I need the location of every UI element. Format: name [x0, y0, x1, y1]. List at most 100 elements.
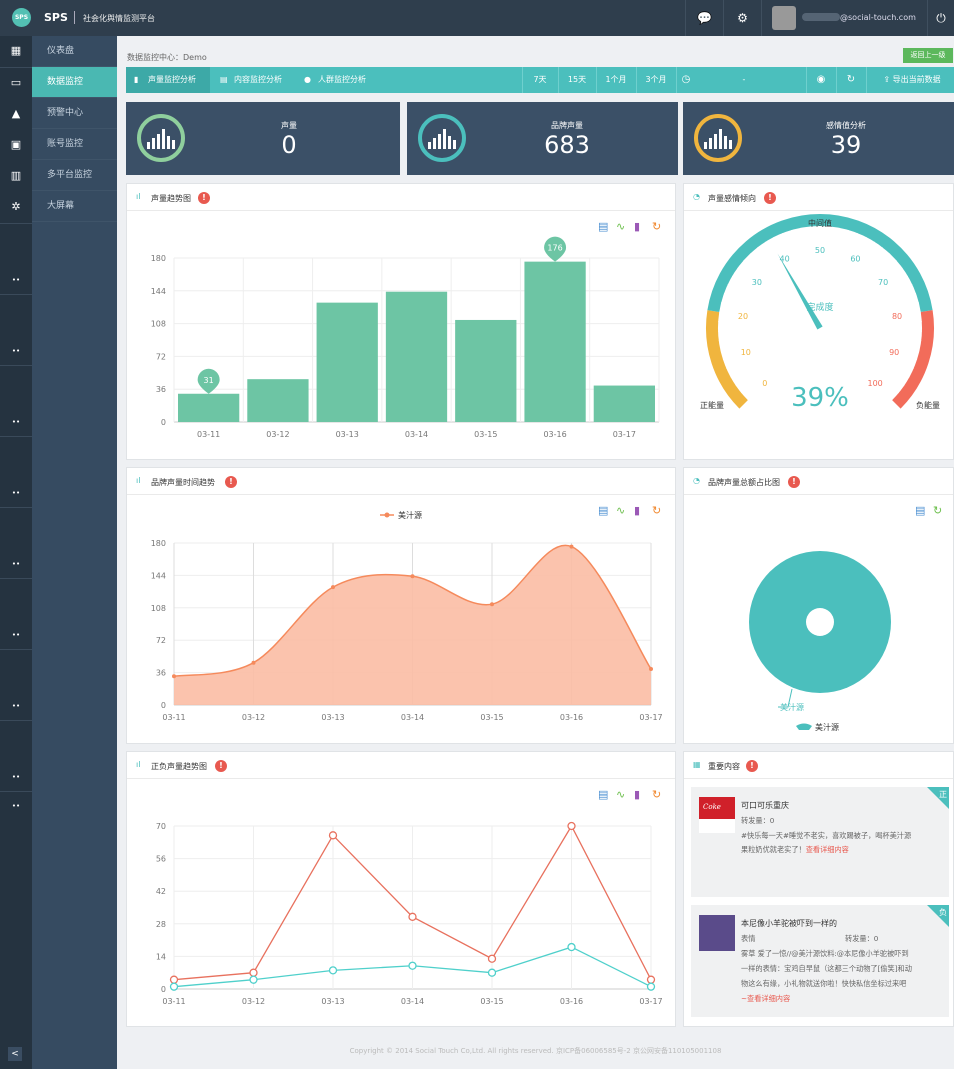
book-icon[interactable]: ▥ [10, 169, 22, 182]
sidebar-item-dashboard[interactable]: 仪表盘 [32, 36, 117, 67]
monitor-icon[interactable]: ▭ [10, 76, 22, 89]
gauge-tick [915, 348, 920, 351]
dots-icon[interactable]: •• [11, 702, 21, 710]
data-label: 176 [547, 244, 562, 253]
sidebar-item-multi-platform[interactable]: 多平台监控 [32, 160, 117, 191]
restore-icon[interactable]: ↻ [652, 504, 662, 517]
line-chart-icon[interactable]: ∿ [616, 220, 626, 233]
data-point [172, 674, 176, 679]
range-15d[interactable]: 15天 [567, 75, 587, 84]
dots-icon[interactable]: •• [11, 489, 21, 497]
warning-icon[interactable]: ! [198, 192, 210, 204]
gauge-tick [749, 253, 754, 257]
dots-icon[interactable]: •• [11, 276, 21, 284]
grid-icon[interactable]: ▦ [10, 44, 22, 57]
news-card-positive[interactable]: 正 Coke 可口可乐重庆 转发量：0 #快乐每一天#睡觉不老实，喜欢踢被子，喝… [691, 787, 949, 897]
data-point [328, 831, 338, 840]
gauge-tick-label: 10 [741, 348, 751, 357]
data-view-icon[interactable]: ▤ [598, 788, 609, 801]
tab-audience[interactable]: ● 人群监控分析 [296, 67, 382, 93]
dots-icon[interactable]: •• [11, 560, 21, 568]
clock-icon[interactable]: ◷ [681, 74, 691, 85]
restore-icon[interactable]: ↻ [652, 220, 662, 233]
sidebar-item-data-monitor[interactable]: 数据监控 [32, 67, 117, 98]
data-view-icon[interactable]: ▤ [598, 504, 609, 517]
sidebar-item-big-screen[interactable]: 大屏幕 [32, 191, 117, 222]
warning-icon[interactable]: ! [746, 760, 758, 772]
gauge-tick [773, 236, 778, 245]
eye-icon[interactable]: ◉ [816, 74, 826, 85]
news-title: 本尼像小羊驼被吓到一样的 [741, 919, 837, 928]
gauge-tick [879, 247, 883, 251]
tab-content[interactable]: ▤ 内容监控分析 [212, 67, 296, 93]
panel-important-content: ▦ 重要内容 ! 正 Coke 可口可乐重庆 转发量：0 #快乐每一天#睡觉不老… [683, 751, 954, 1027]
bar-chart-icon[interactable]: ▮ [634, 504, 641, 517]
gear-icon[interactable]: ⚙ [723, 0, 761, 36]
gauge-tick-label: 50 [815, 246, 825, 255]
range-1m[interactable]: 1个月 [605, 75, 627, 84]
data-view-icon[interactable]: ▤ [915, 504, 926, 517]
gauge-tick [904, 275, 909, 279]
bar [385, 291, 448, 422]
coca-cola-logo: Coke [703, 803, 721, 811]
kpi-card-sentiment: 感情值分析 39 [683, 102, 954, 175]
restore-icon[interactable]: ↻ [933, 504, 943, 517]
tab-volume[interactable]: ▮ 声量监控分析 [126, 67, 210, 93]
warning-icon[interactable]: ! [215, 760, 227, 772]
warning-icon[interactable]: ! [225, 476, 237, 488]
dots-icon[interactable]: •• [11, 631, 21, 639]
back-button[interactable]: 返回上一级 [903, 48, 953, 63]
gauge-tick [722, 356, 731, 360]
y-tick-label: 0 [161, 985, 166, 994]
dots-icon[interactable]: •• [11, 347, 21, 355]
range-3m[interactable]: 3个月 [645, 75, 667, 84]
sidebar-item-accounts[interactable]: 账号监控 [32, 129, 117, 160]
warning-icon[interactable]: ▲ [11, 107, 21, 120]
sidebar-item-alerts[interactable]: 预警中心 [32, 98, 117, 129]
settings-icon[interactable]: ✲ [11, 200, 21, 213]
logo: SPS [12, 8, 31, 27]
divider [522, 67, 523, 93]
line-chart-icon[interactable]: ∿ [616, 788, 626, 801]
warning-icon[interactable]: ! [764, 192, 776, 204]
user-icon: ● [304, 75, 311, 84]
divider [0, 791, 32, 792]
news-detail-link[interactable]: ~查看详细内容 [741, 994, 791, 1003]
bar-chart-icon[interactable]: ▮ [634, 788, 641, 801]
film-icon[interactable]: ▣ [10, 138, 22, 151]
data-point [569, 544, 574, 549]
x-tick-label: 03-13 [336, 430, 359, 439]
power-icon[interactable]: ⏻ [927, 0, 954, 36]
date-range-input[interactable]: - [742, 75, 746, 84]
news-card-negative[interactable]: 负 本尼像小羊驼被吓到一样的 表情 转发量：0 雾草 爱了一惊//@美汁源饮料:… [691, 905, 949, 1017]
panel-title: 品牌声量总额占比图 [708, 478, 780, 487]
restore-icon[interactable]: ↻ [652, 788, 662, 801]
gauge-tick [912, 292, 917, 296]
platform-subtitle: 社会化舆情监测平台 [83, 14, 155, 23]
gauge-tick [727, 284, 732, 287]
bar-chart-icon[interactable]: ▮ [634, 220, 641, 233]
sentiment-tag [927, 905, 949, 927]
dots-icon[interactable]: •• [11, 773, 21, 781]
export-button[interactable]: ⇪ 导出当前数据 [870, 67, 954, 93]
data-point [487, 968, 497, 977]
range-7d[interactable]: 7天 [533, 75, 547, 84]
gauge-tick [781, 232, 785, 238]
line-chart-icon[interactable]: ∿ [616, 504, 626, 517]
dots-icon[interactable]: •• [11, 802, 21, 810]
gauge-tick [909, 366, 914, 369]
news-detail-link[interactable]: 查看详细内容 [805, 845, 849, 854]
warning-icon[interactable]: ! [788, 476, 800, 488]
gauge-tick [872, 241, 876, 246]
user-menu[interactable]: @social-touch.com [761, 0, 927, 36]
dots-icon[interactable]: •• [11, 418, 21, 426]
data-view-icon[interactable]: ▤ [598, 220, 609, 233]
y-tick-label: 180 [151, 539, 166, 548]
gauge-left-label: 正能量 [700, 400, 724, 410]
calendar-icon: ▦ [693, 760, 701, 769]
collapse-button[interactable]: < [8, 1047, 22, 1061]
kpi-ring [418, 114, 466, 162]
refresh-icon[interactable]: ↻ [846, 74, 856, 85]
chat-icon[interactable]: 💬 [685, 0, 723, 36]
gauge-tick-label: 40 [779, 255, 789, 264]
